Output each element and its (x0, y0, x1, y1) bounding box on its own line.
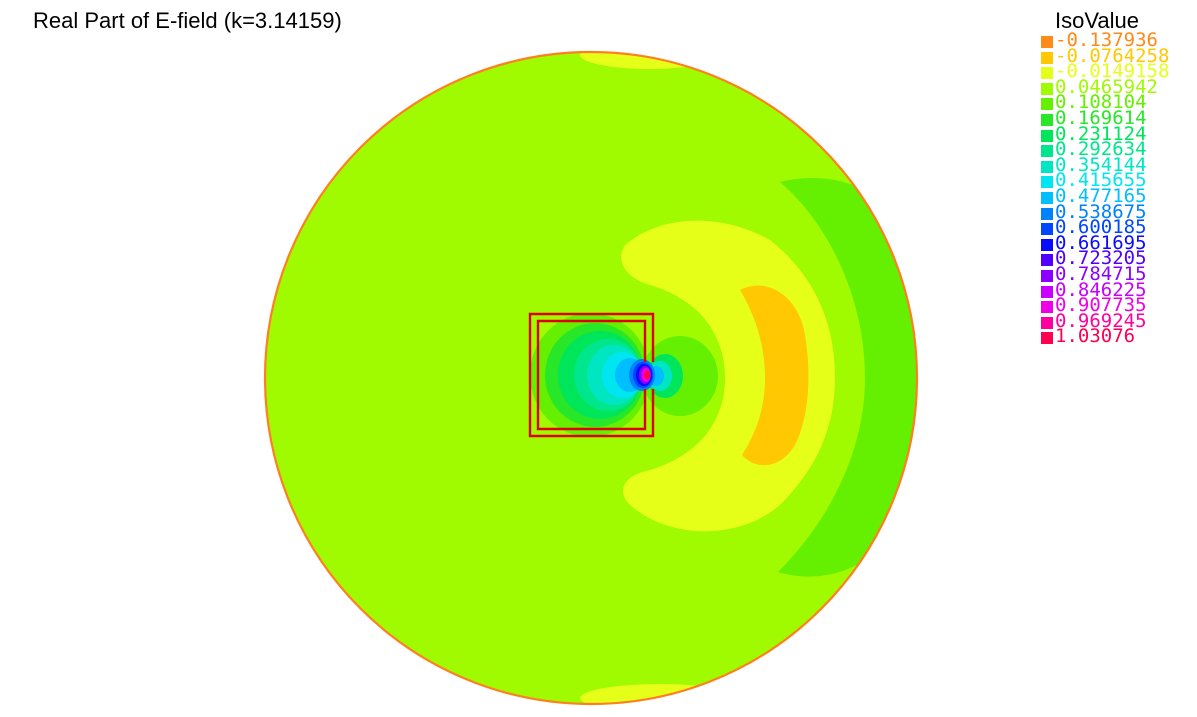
legend-entry: 0.0465942 (1038, 77, 1197, 97)
legend-entry: 0.231124 (1038, 124, 1197, 144)
legend-swatch (1041, 269, 1053, 282)
legend-swatch (1041, 207, 1053, 220)
legend-label: 0.784715 (1055, 262, 1147, 285)
cavity-outline-inner (536, 319, 647, 431)
domain-boundary (263, 50, 919, 706)
legend-swatch (1041, 36, 1053, 48)
legend-entry: 0.292634 (1038, 139, 1197, 159)
legend-swatch (1041, 191, 1053, 204)
legend-label: -0.0149158 (1055, 60, 1170, 83)
legend-entry: 0.415655 (1038, 170, 1197, 190)
legend-entry: 0.538675 (1038, 202, 1197, 222)
legend-swatch (1041, 316, 1053, 329)
legend-swatch (1041, 254, 1053, 267)
legend-swatch (1041, 223, 1053, 236)
legend-entry: 0.169614 (1038, 108, 1197, 128)
legend-label: 0.477165 (1055, 184, 1147, 207)
legend-swatch (1041, 332, 1053, 345)
legend-swatch (1041, 160, 1053, 173)
legend-swatch (1041, 285, 1053, 298)
legend-label: 0.108104 (1055, 91, 1147, 114)
legend-swatch (1041, 145, 1053, 158)
legend-label: 0.723205 (1055, 247, 1147, 270)
legend-swatch (1041, 67, 1053, 80)
chart-title: Real Part of E-field (k=3.14159) (33, 8, 342, 33)
core-peak (644, 370, 650, 380)
legend-swatch (1041, 176, 1053, 189)
legend-entry: 0.907735 (1038, 295, 1197, 315)
legend-swatch (1041, 98, 1053, 111)
legend-entry: 0.477165 (1038, 186, 1197, 206)
cavity-outline-outer (528, 312, 655, 438)
legend-swatch (1041, 51, 1053, 64)
legend-entry: 0.661695 (1038, 233, 1197, 253)
legend-label: 0.231124 (1055, 122, 1147, 145)
legend-swatch (1041, 129, 1053, 142)
legend-entry: 0.846225 (1038, 280, 1197, 300)
legend-label: 1.03076 (1055, 325, 1136, 348)
legend: -0.137936 -0.0764258 -0.0149158 0.0465942 0.… (1038, 30, 1197, 346)
legend-swatch (1041, 113, 1053, 126)
legend-label: 0.354144 (1055, 153, 1147, 176)
legend-swatch (1041, 238, 1053, 251)
legend-entry: 0.600185 (1038, 217, 1197, 237)
legend-label: 0.0465942 (1055, 75, 1158, 98)
domain-disk (265, 52, 917, 704)
legend-label: 0.538675 (1055, 200, 1147, 223)
top-yellow-band (580, 52, 720, 69)
legend-label: 0.907735 (1055, 294, 1147, 317)
legend-swatch (1041, 301, 1053, 314)
legend-entry: 1.03076 (1038, 326, 1197, 346)
legend-label: -0.137936 (1055, 29, 1158, 51)
legend-label: 0.846225 (1055, 278, 1147, 301)
legend-entry: -0.0149158 (1038, 61, 1197, 81)
legend-swatch (1041, 82, 1053, 95)
bottom-yellow-band (580, 684, 740, 704)
orange-crescent (740, 285, 809, 466)
legend-entry: -0.0764258 (1038, 46, 1197, 66)
legend-label: 0.969245 (1055, 309, 1147, 332)
legend-entry: 0.784715 (1038, 264, 1197, 284)
legend-label: 0.600185 (1055, 216, 1147, 239)
legend-entry: -0.137936 (1038, 30, 1197, 50)
legend-entry: 0.108104 (1038, 92, 1197, 112)
legend-entry: 0.354144 (1038, 155, 1197, 175)
legend-label: 0.415655 (1055, 169, 1147, 192)
legend-entry: 0.723205 (1038, 248, 1197, 268)
legend-label: 0.292634 (1055, 138, 1147, 161)
legend-label: -0.0764258 (1055, 44, 1170, 67)
legend-entry: 0.969245 (1038, 311, 1197, 331)
legend-title: IsoValue (1055, 8, 1139, 33)
legend-label: 0.661695 (1055, 231, 1147, 254)
legend-label: 0.169614 (1055, 106, 1147, 129)
green-crescent (778, 178, 917, 577)
